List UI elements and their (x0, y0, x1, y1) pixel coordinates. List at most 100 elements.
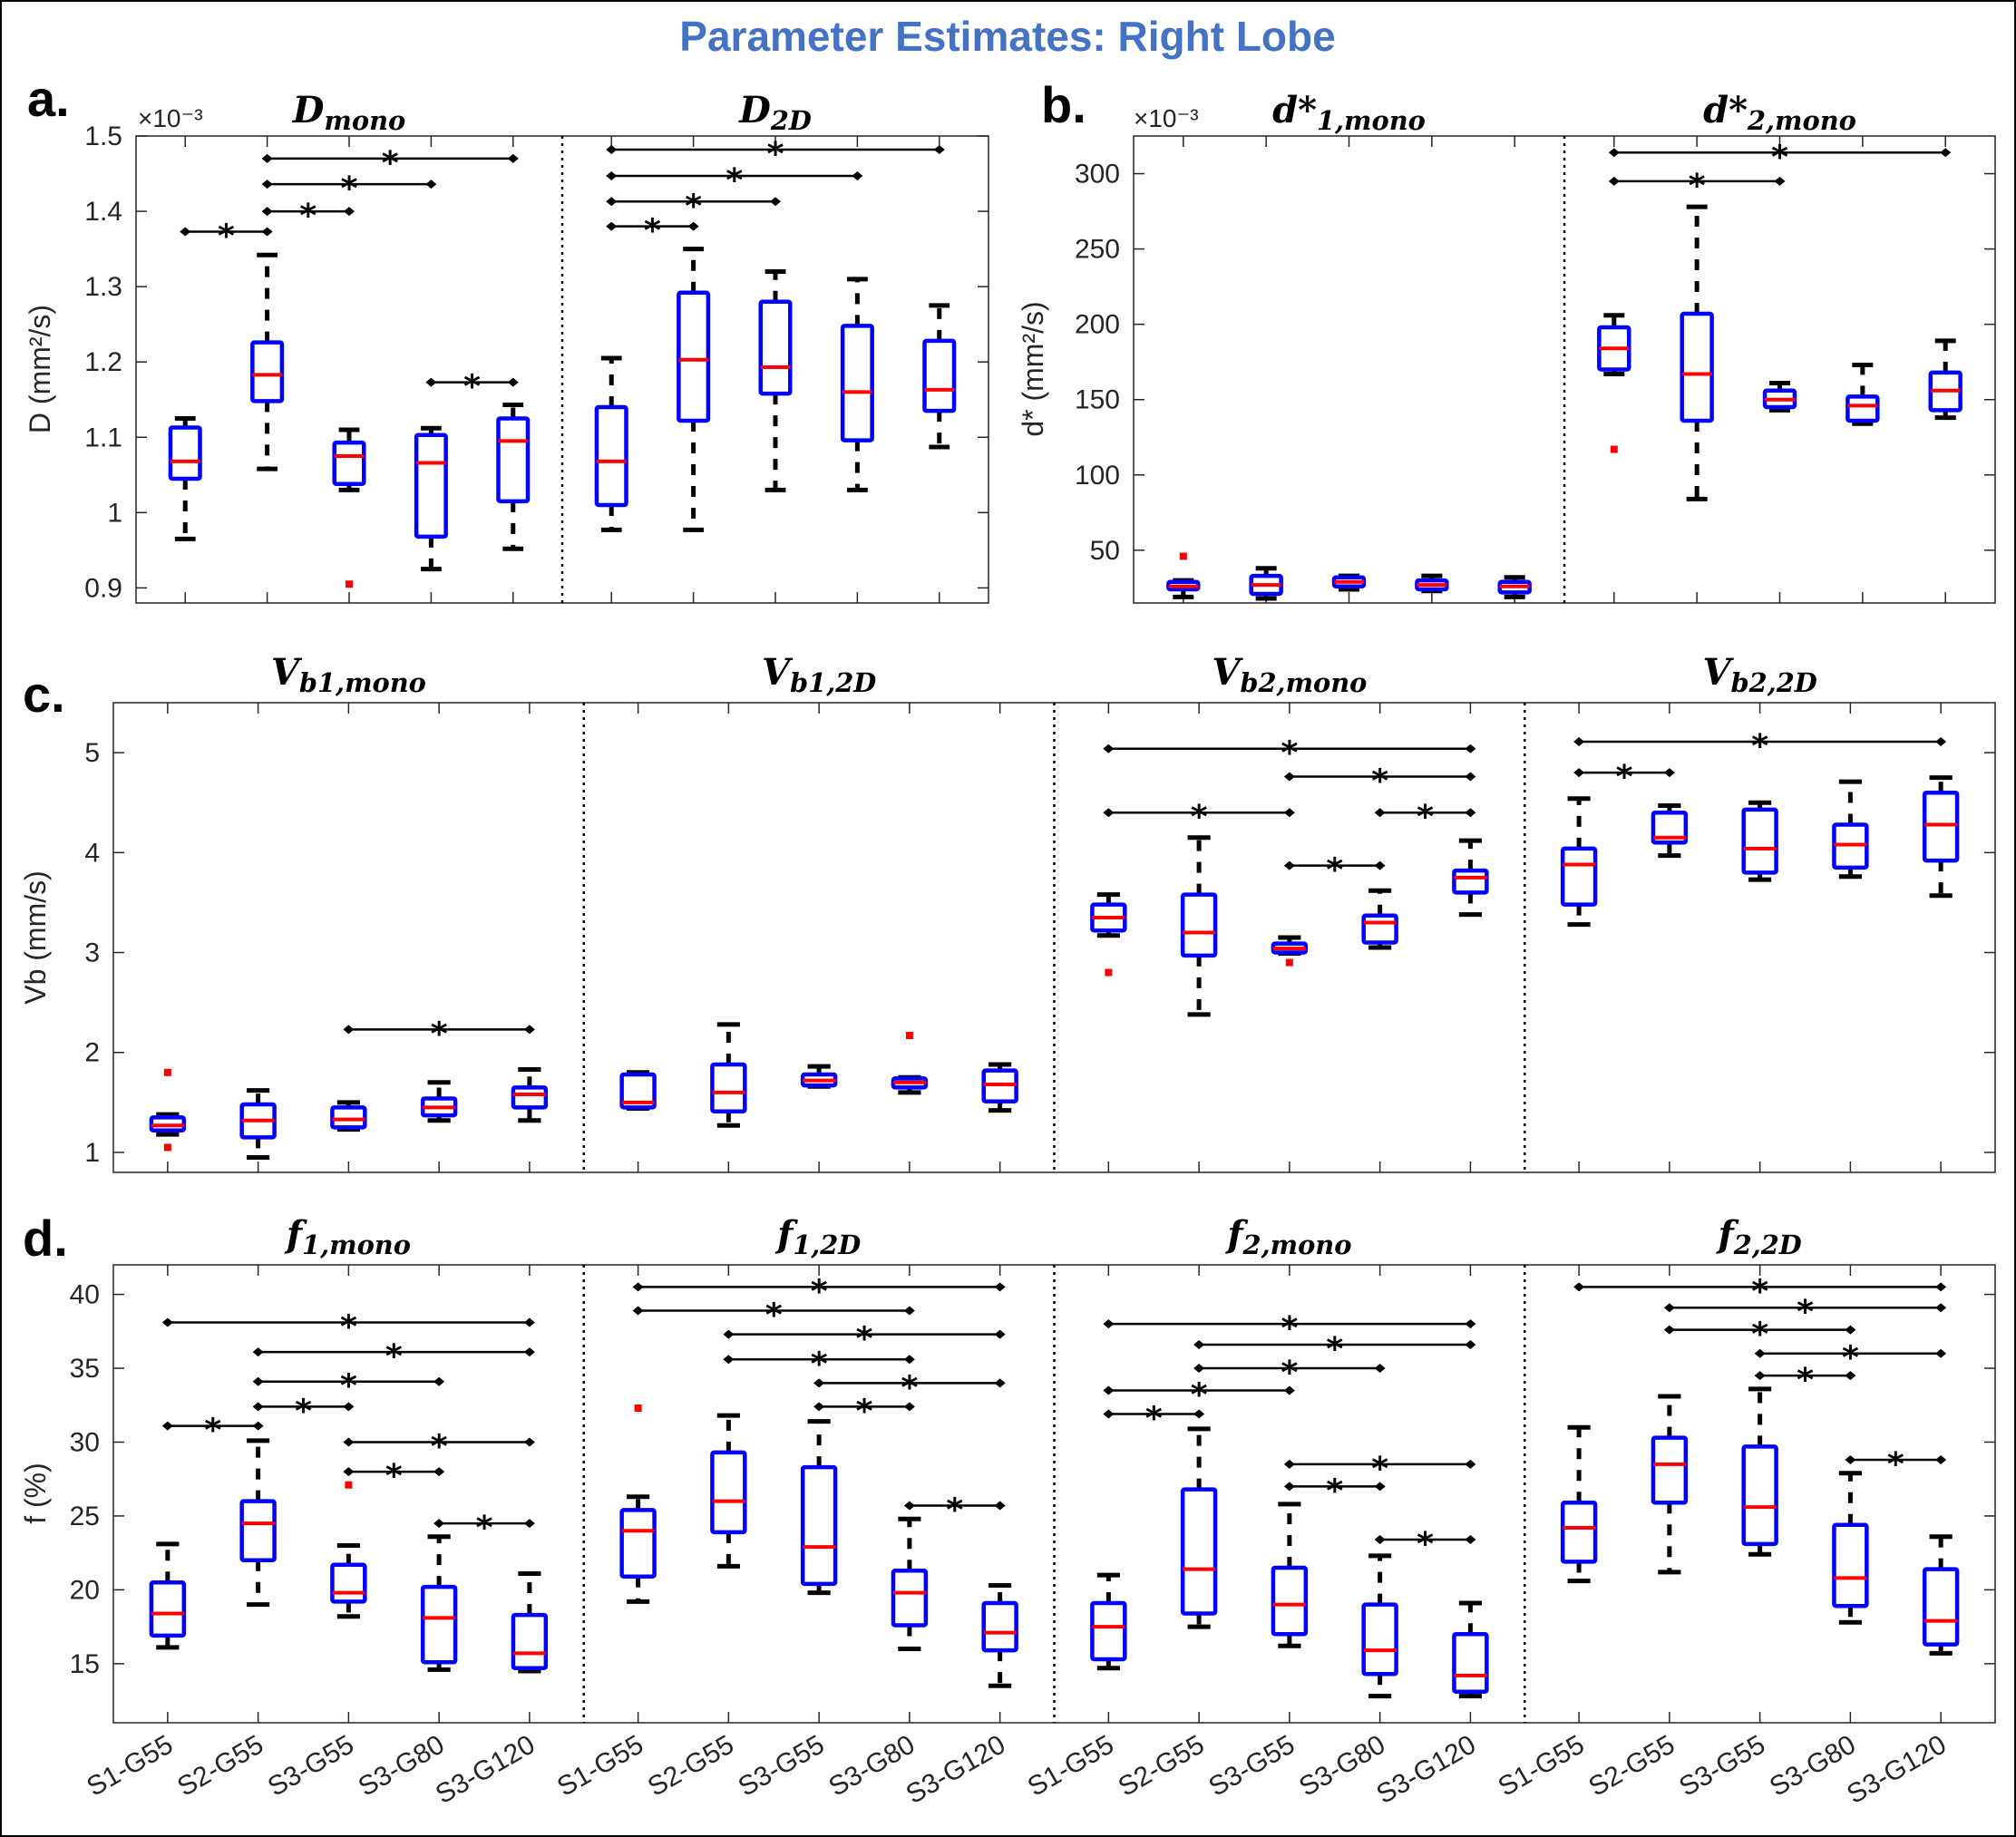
subplot: d*1,mono (1166, 89, 1532, 603)
iqr-box (1741, 807, 1778, 875)
significance-bracket: * (903, 1492, 1006, 1530)
significance-star: * (765, 1298, 783, 1335)
significance-star: * (1797, 1362, 1814, 1399)
significance-bracket: * (606, 188, 781, 225)
significance-bracket: * (723, 1346, 915, 1383)
box-1 (1090, 892, 1127, 977)
significance-star: * (340, 1309, 357, 1346)
significance-end-right (994, 1329, 1006, 1339)
significance-end-right (903, 1355, 915, 1365)
significance-end-left (632, 1282, 644, 1292)
significance-end-right (1283, 1385, 1295, 1395)
subplot-title-subscript: 2D (770, 105, 812, 136)
box-4 (420, 1080, 458, 1123)
box-5 (981, 1062, 1018, 1113)
subplot-title-subscript: 1,mono (302, 1230, 411, 1260)
significance-bracket: * (161, 1413, 264, 1450)
significance-star: * (946, 1492, 963, 1530)
significance-bracket: * (1573, 728, 1947, 765)
iqr-box (330, 1105, 367, 1130)
significance-bracket: * (1103, 1401, 1205, 1438)
panel-a: a.0.911.11.21.31.41.5×10⁻³D (mm²/s)Dmono… (24, 70, 989, 604)
iqr-box (332, 440, 366, 487)
iqr-box (922, 338, 957, 413)
significance-end-right (1374, 1482, 1386, 1492)
box-4 (891, 1032, 929, 1095)
box-2 (1180, 835, 1218, 1017)
box-3 (800, 1064, 838, 1089)
significance-star: * (856, 1321, 873, 1358)
significance-end-right (770, 197, 781, 207)
significance-bracket: * (1283, 1473, 1386, 1510)
box-2 (1680, 204, 1714, 501)
significance-end-right (343, 1402, 355, 1412)
iqr-box (1651, 1435, 1689, 1505)
significance-star: * (385, 1458, 403, 1495)
iqr-box (1922, 1567, 1960, 1647)
significance-end-left (1283, 1459, 1295, 1469)
significance-star: * (431, 1016, 448, 1053)
significance-end-left (1103, 1409, 1115, 1419)
iqr-box (1651, 810, 1689, 845)
box-1 (149, 1068, 187, 1152)
significance-star: * (382, 145, 399, 182)
significance-bracket: * (606, 136, 945, 173)
significance-bracket: * (343, 1016, 535, 1053)
significance-bracket: * (723, 1321, 1006, 1358)
significance-end-right (994, 1501, 1006, 1511)
significance-end-right (1465, 1339, 1476, 1349)
significance-end-left (1283, 860, 1295, 870)
box-1 (168, 415, 202, 541)
subplot-title-subscript: 1,mono (1317, 105, 1426, 136)
iqr-box (594, 404, 628, 508)
significance-bracket: * (252, 1368, 445, 1405)
significance-star: * (431, 1428, 448, 1465)
significance-end-right (1935, 1455, 1947, 1465)
significance-end-right (425, 180, 437, 190)
significance-end-left (1374, 1535, 1386, 1544)
significance-end-right (852, 171, 863, 181)
iqr-box (420, 1584, 458, 1665)
significance-star: * (1417, 1526, 1434, 1563)
iqr-box (1680, 311, 1714, 423)
significance-end-left (261, 180, 273, 190)
significance-bracket: * (161, 1309, 535, 1346)
box-4 (1832, 779, 1869, 880)
iqr-box (1361, 913, 1398, 945)
significance-end-left (433, 1519, 445, 1529)
significance-end-left (1754, 1371, 1766, 1381)
significance-star: * (1281, 1310, 1298, 1347)
y-tick-label: 1.5 (84, 121, 122, 151)
iqr-box (250, 340, 285, 403)
significance-end-left (1193, 1364, 1205, 1374)
significance-bracket: * (1103, 735, 1476, 773)
significance-bracket: * (1193, 1331, 1476, 1368)
subplot-title-subscript: 2,2D (1733, 1230, 1802, 1260)
significance-end-right (252, 1421, 264, 1431)
significance-bracket: * (606, 162, 863, 199)
significance-bracket: * (632, 1298, 915, 1335)
iqr-box (1180, 1487, 1218, 1616)
box-2 (677, 247, 711, 532)
box-5 (511, 1066, 549, 1123)
significance-end-left (813, 1402, 825, 1412)
iqr-box (168, 425, 202, 481)
significance-star: * (1281, 735, 1298, 773)
box-2 (1651, 803, 1689, 859)
significance-end-right (1935, 1282, 1947, 1292)
iqr-box (1090, 1600, 1127, 1662)
significance-end-left (261, 153, 273, 163)
figure-title: Parameter Estimates: Right Lobe (679, 13, 1335, 60)
y-tick-label: 15 (70, 1649, 100, 1679)
iqr-box (1361, 1602, 1398, 1677)
significance-end-left (1608, 176, 1620, 186)
y-tick-label: 40 (70, 1280, 100, 1310)
significance-bracket: * (1193, 1355, 1386, 1392)
significance-star: * (1191, 1376, 1208, 1414)
y-axis-label: D (mm²/s) (24, 305, 56, 433)
significance-end-left (632, 1306, 644, 1316)
significance-end-left (723, 1329, 735, 1339)
iqr-box (758, 299, 793, 396)
significance-end-right (933, 144, 945, 154)
